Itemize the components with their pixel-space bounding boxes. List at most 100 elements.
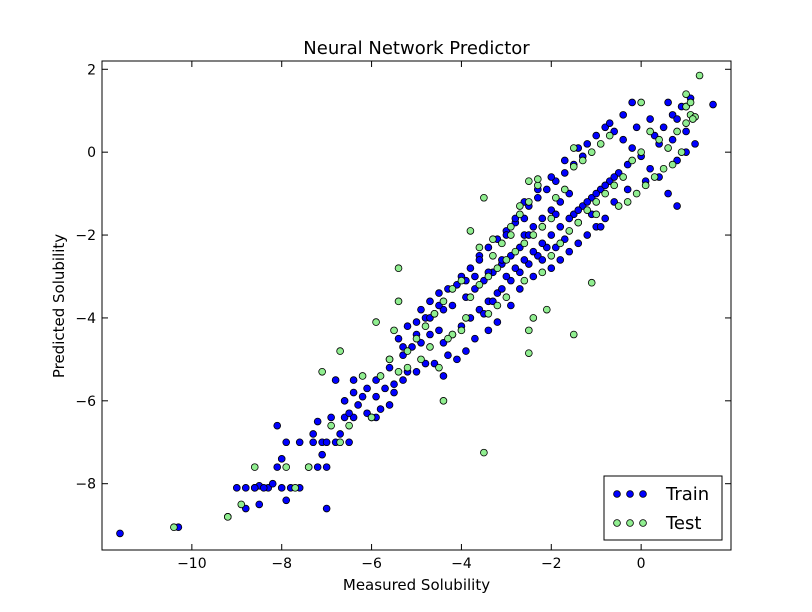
y-tick-label: −4 xyxy=(75,311,96,327)
data-point-train xyxy=(313,417,322,426)
data-point-train xyxy=(313,463,322,471)
data-point-test xyxy=(664,144,672,152)
data-point-train xyxy=(547,264,556,273)
y-tick-label: −2 xyxy=(75,228,96,244)
data-point-train xyxy=(538,214,547,223)
data-point-train xyxy=(349,388,358,397)
plot-area xyxy=(102,61,731,550)
data-point-train xyxy=(583,231,592,239)
data-point-train xyxy=(381,384,389,393)
data-point-train xyxy=(318,450,326,459)
data-point-train xyxy=(354,401,362,409)
data-point-train xyxy=(592,189,601,198)
data-point-train xyxy=(471,272,479,281)
data-point-train xyxy=(345,438,353,447)
data-points xyxy=(116,71,717,538)
data-point-train xyxy=(322,504,331,513)
data-point-train xyxy=(448,301,457,310)
data-point-train xyxy=(277,455,286,463)
data-point-train xyxy=(273,463,282,471)
data-point-test xyxy=(502,256,511,264)
data-point-train xyxy=(542,185,551,194)
data-point-train xyxy=(673,202,681,210)
data-point-train xyxy=(547,231,556,239)
data-point-test xyxy=(525,326,533,335)
data-point-test xyxy=(614,202,623,210)
data-point-test xyxy=(475,280,484,289)
data-point-test xyxy=(170,523,178,532)
data-point-test xyxy=(569,162,578,171)
data-point-test xyxy=(507,222,515,231)
data-point-test xyxy=(493,264,502,273)
data-point-train xyxy=(691,140,699,148)
data-point-train xyxy=(605,119,614,127)
data-point-test xyxy=(421,322,430,331)
data-point-test xyxy=(686,98,695,107)
data-point-test xyxy=(547,251,556,260)
data-point-test xyxy=(502,293,511,302)
data-point-train xyxy=(250,484,259,492)
y-tick-label: 2 xyxy=(87,62,96,78)
data-point-train xyxy=(646,164,654,173)
data-point-test xyxy=(547,214,556,223)
data-point-train xyxy=(493,318,502,326)
data-point-train xyxy=(596,222,605,231)
data-point-train xyxy=(255,500,264,509)
data-point-train xyxy=(538,256,547,264)
data-point-test xyxy=(444,334,452,343)
data-point-test xyxy=(327,421,335,430)
data-point-train xyxy=(403,322,412,331)
data-point-train xyxy=(241,484,250,492)
data-point-test xyxy=(655,135,663,144)
y-tick-label: 0 xyxy=(87,145,96,161)
data-point-test xyxy=(628,156,636,165)
legend-marker-train xyxy=(639,490,647,498)
data-point-train xyxy=(282,438,291,447)
y-tick-label: −8 xyxy=(75,477,96,493)
data-point-train xyxy=(529,272,538,281)
data-point-test xyxy=(516,202,524,210)
data-point-train xyxy=(529,222,538,231)
legend-test-markers xyxy=(613,519,647,527)
data-point-train xyxy=(659,123,668,132)
y-tick-label: −6 xyxy=(75,394,96,410)
data-point-train xyxy=(462,347,470,355)
data-point-train xyxy=(372,392,380,401)
data-point-test xyxy=(668,160,677,169)
data-point-train xyxy=(322,438,331,447)
data-point-train xyxy=(349,376,358,384)
plot-frame xyxy=(101,60,732,551)
data-point-train xyxy=(453,355,461,364)
data-point-train xyxy=(358,392,367,401)
data-point-test xyxy=(619,173,627,181)
data-point-test xyxy=(560,185,569,194)
data-point-test xyxy=(385,355,394,364)
data-point-train xyxy=(583,140,592,148)
data-point-test xyxy=(689,115,697,123)
data-point-train xyxy=(511,264,520,273)
data-point-train xyxy=(385,363,394,372)
data-point-train xyxy=(646,115,654,123)
data-point-test xyxy=(529,314,538,322)
legend-box xyxy=(603,475,723,541)
data-point-test xyxy=(358,372,367,380)
data-point-test xyxy=(457,326,466,335)
data-point-train xyxy=(619,135,627,144)
data-point-train xyxy=(498,285,506,293)
data-point-train xyxy=(547,173,556,181)
x-tick-label: −2 xyxy=(541,556,562,572)
data-point-test xyxy=(587,148,596,156)
data-point-train xyxy=(623,185,632,194)
data-point-test xyxy=(601,189,609,198)
data-point-test xyxy=(336,347,344,355)
data-point-train xyxy=(435,289,443,297)
legend-marker-test xyxy=(613,519,621,527)
data-point-train xyxy=(664,189,672,198)
data-point-train xyxy=(435,326,443,335)
data-point-test xyxy=(538,268,547,277)
data-point-test xyxy=(412,334,421,343)
data-point-train xyxy=(232,484,241,492)
data-point-train xyxy=(273,421,282,430)
data-point-train xyxy=(417,305,425,314)
data-point-test xyxy=(556,239,565,248)
